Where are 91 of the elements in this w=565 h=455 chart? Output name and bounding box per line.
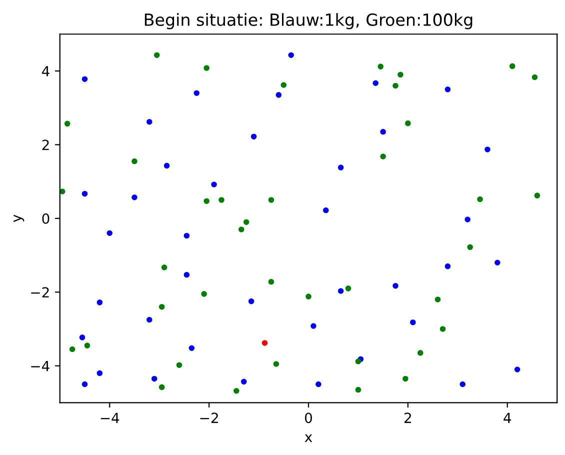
point xyxy=(201,291,207,297)
point xyxy=(96,370,103,376)
point xyxy=(380,154,386,160)
point xyxy=(345,286,352,292)
point xyxy=(477,196,483,202)
point xyxy=(146,118,152,125)
point xyxy=(460,381,466,388)
x-tick-label: −4 xyxy=(100,412,120,423)
point xyxy=(96,300,103,306)
point xyxy=(79,334,86,340)
point xyxy=(464,216,470,222)
point xyxy=(355,358,362,364)
point xyxy=(132,158,138,164)
point xyxy=(532,74,538,80)
point xyxy=(161,264,168,270)
point xyxy=(234,388,240,394)
point xyxy=(402,376,408,382)
point xyxy=(82,381,88,388)
point xyxy=(273,361,280,367)
point xyxy=(444,263,451,270)
point xyxy=(84,342,90,348)
point xyxy=(238,226,244,232)
point xyxy=(405,120,411,126)
point xyxy=(288,52,294,58)
x-tick-label: 4 xyxy=(504,412,512,423)
point xyxy=(280,82,287,88)
point xyxy=(268,278,274,285)
point xyxy=(69,346,76,352)
point xyxy=(509,63,516,70)
point xyxy=(514,366,520,372)
point xyxy=(323,207,329,214)
point xyxy=(467,244,473,250)
point xyxy=(218,197,224,203)
point xyxy=(184,232,190,239)
point xyxy=(250,134,257,140)
x-tick-label: 0 xyxy=(304,412,312,424)
point xyxy=(151,376,158,382)
y-tick-label: −2 xyxy=(31,287,49,298)
point xyxy=(158,304,165,310)
y-tick-label: 4 xyxy=(42,66,50,76)
point xyxy=(82,76,88,82)
point xyxy=(434,296,441,302)
point xyxy=(310,323,316,329)
point xyxy=(211,182,217,188)
point xyxy=(154,52,160,58)
point xyxy=(132,194,138,200)
point xyxy=(176,362,182,368)
point xyxy=(146,316,152,323)
point xyxy=(392,82,398,89)
point xyxy=(243,219,250,225)
point xyxy=(268,197,274,203)
chart-title: Begin situatie: Blauw:1kg, Groen:100kg xyxy=(144,13,472,30)
x-tick-label: −2 xyxy=(200,412,218,423)
point xyxy=(398,72,404,78)
y-tick-label: −4 xyxy=(31,360,50,372)
x-tick-label: 2 xyxy=(404,412,411,423)
point xyxy=(184,272,190,278)
point xyxy=(484,146,490,152)
point xyxy=(158,384,165,390)
point xyxy=(106,230,112,236)
point xyxy=(306,294,312,300)
point xyxy=(316,381,322,388)
point xyxy=(440,326,446,332)
point xyxy=(444,86,451,92)
point xyxy=(338,288,344,294)
point xyxy=(194,90,200,96)
point xyxy=(378,64,384,70)
y-tick-label: 0 xyxy=(42,213,50,224)
point xyxy=(204,198,210,204)
point xyxy=(417,350,424,356)
point xyxy=(262,340,268,346)
point xyxy=(60,188,66,194)
point xyxy=(240,378,247,385)
point xyxy=(372,80,379,86)
point xyxy=(276,92,282,98)
point xyxy=(410,319,416,326)
x-axis-title: x xyxy=(304,434,312,442)
point xyxy=(534,192,540,198)
point xyxy=(188,345,195,352)
point xyxy=(494,260,500,266)
y-tick-label: 2 xyxy=(42,140,49,150)
y-axis-title: y xyxy=(14,214,24,222)
point xyxy=(204,65,210,71)
point xyxy=(248,298,254,304)
point xyxy=(64,120,70,127)
point xyxy=(355,386,362,393)
point xyxy=(82,190,88,197)
point xyxy=(380,128,386,135)
point xyxy=(164,162,170,169)
point xyxy=(338,164,344,170)
point xyxy=(392,282,398,289)
